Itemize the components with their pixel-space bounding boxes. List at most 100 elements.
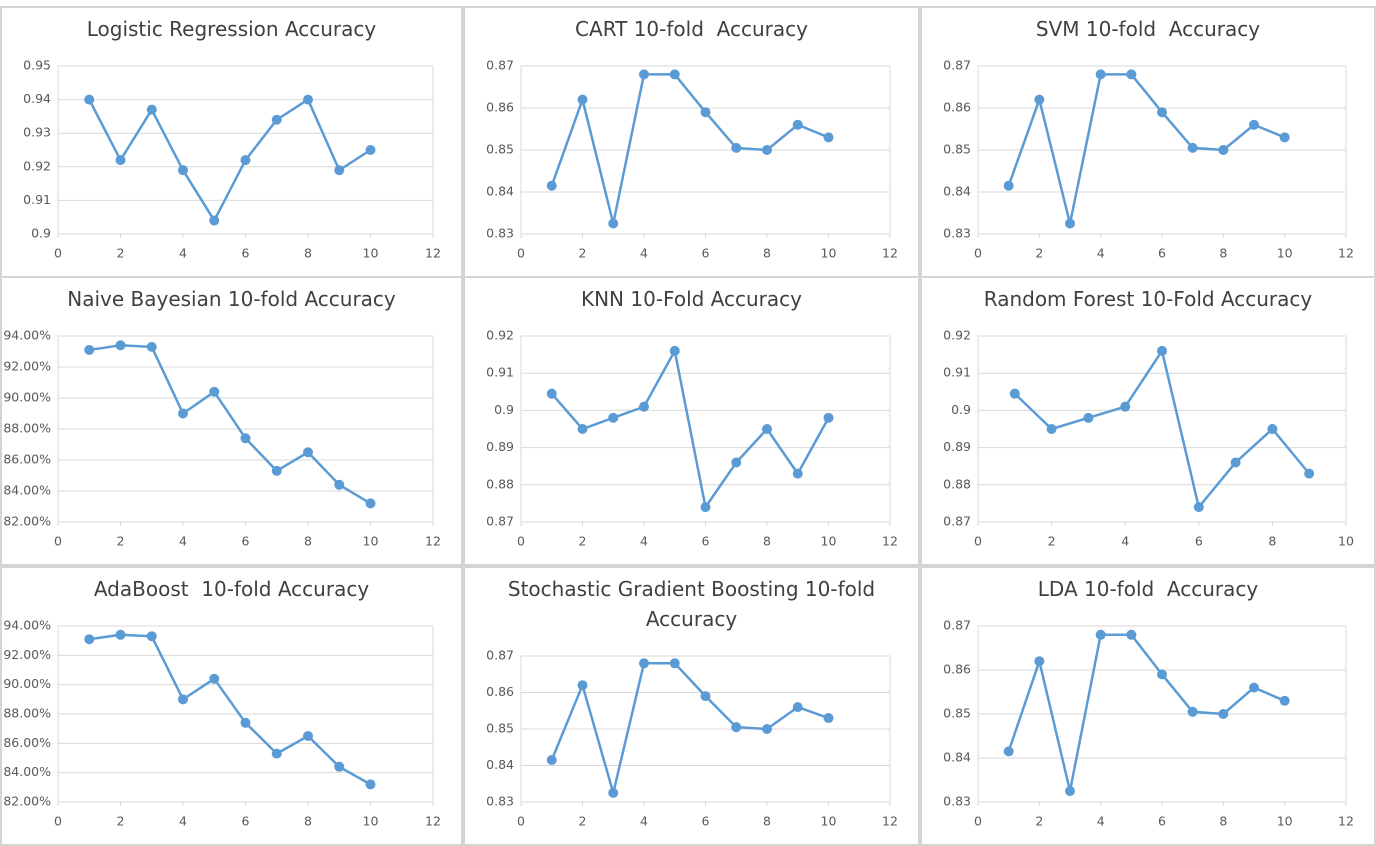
x-tick-label: 12: [425, 534, 441, 549]
y-tick-label: 0.89: [486, 439, 514, 454]
data-point: [669, 345, 680, 356]
x-tick-label: 12: [1338, 814, 1354, 829]
chart-title: SVM 10-fold Accuracy: [1035, 17, 1261, 41]
data-point: [1230, 457, 1241, 468]
chart-panel: AdaBoost 10-fold Accuracy 82.00% 84.00% 86.…: [0, 566, 463, 846]
data-point: [577, 424, 588, 434]
data-point: [1218, 145, 1229, 155]
chart: 0.83 0.84 0.85 0.86 0.87 0 2 4 6 8 10 12: [486, 648, 898, 829]
chart: 0.83 0.84 0.85 0.86 0.87 0 2 4 6 8 10 12: [486, 58, 898, 261]
y-tick-label: 0.91: [943, 365, 971, 380]
x-tick-label: 10: [363, 534, 379, 549]
data-point: [1187, 706, 1198, 717]
y-tick-label: 0.92: [23, 158, 51, 173]
chart: 0.87 0.88 0.89 0.9 0.91 0.92 0 2 4 6 8 10: [943, 328, 1354, 549]
data-point: [1267, 424, 1278, 434]
x-tick-label: 10: [821, 534, 837, 549]
x-tick-label: 12: [1338, 246, 1354, 261]
data-point: [1279, 132, 1290, 143]
y-tick-label: 0.83: [486, 794, 514, 809]
data-point: [209, 386, 220, 397]
data-point: [1193, 502, 1204, 513]
plot-frame: [977, 335, 1347, 523]
x-tick-label: 0: [974, 534, 982, 549]
y-tick-label: 86.00%: [3, 735, 51, 750]
chart-title: Stochastic Gradient Boosting 10-fold Acc…: [507, 577, 888, 631]
data-point: [1279, 695, 1290, 706]
y-tick-label: 0.85: [943, 142, 971, 157]
data-point: [1095, 629, 1106, 640]
y-tick-label: 86.00%: [3, 452, 51, 467]
data-point: [1009, 388, 1020, 399]
chart: 0.83 0.84 0.85 0.86 0.87 0 2 4 6 8 10 12: [943, 58, 1354, 261]
x-tick-label: 6: [1158, 246, 1166, 261]
y-tick-label: 0.85: [486, 721, 514, 736]
x-tick-label: 10: [363, 246, 379, 261]
data-point: [546, 180, 557, 191]
x-tick-label: 0: [974, 814, 982, 829]
data-point: [146, 341, 157, 352]
chart-title: Logistic Regression Accuracy: [86, 17, 377, 41]
data-point: [1046, 424, 1057, 434]
x-tick-label: 4: [1097, 246, 1105, 261]
chart-panel: Naive Bayesian 10-fold Accuracy 82.00% 84.…: [0, 276, 463, 566]
y-tick-label: 0.83: [943, 794, 971, 809]
data-point: [84, 94, 95, 105]
data-point: [792, 119, 803, 130]
x-tick-label: 10: [1338, 534, 1354, 549]
y-tick-label: 0.9: [494, 402, 514, 417]
data-point: [1126, 629, 1137, 640]
data-point: [1304, 468, 1315, 479]
data-point: [762, 424, 772, 434]
chart-title: Random Forest 10-Fold Accuracy: [983, 287, 1313, 311]
x-tick-label: 8: [1268, 534, 1276, 549]
data-point: [577, 94, 588, 105]
y-tick-label: 0.94: [23, 91, 51, 106]
data-point: [762, 724, 772, 734]
x-tick-label: 10: [821, 246, 837, 261]
y-tick-label: 0.88: [486, 476, 514, 491]
data-point: [1157, 669, 1167, 680]
y-tick-label: 88.00%: [3, 706, 51, 721]
data-point: [823, 713, 834, 724]
data-point: [334, 761, 345, 772]
x-tick-label: 2: [117, 814, 125, 829]
chart-title: Naive Bayesian 10-fold Accuracy: [67, 287, 396, 311]
chart: 82.00% 84.00% 86.00% 88.00% 90.00% 92.00% 94.0…: [3, 618, 441, 829]
series-line: [88, 98, 372, 222]
data-point: [1003, 746, 1014, 757]
data-point: [178, 408, 188, 419]
data-point: [178, 165, 188, 176]
series-line: [1013, 349, 1311, 509]
x-tick-label: 8: [304, 246, 312, 261]
data-point: [1034, 656, 1045, 667]
series-line: [89, 344, 372, 505]
x-tick-label: 0: [54, 534, 62, 549]
data-point: [334, 479, 345, 490]
x-tick-label: 10: [1277, 814, 1293, 829]
x-tick-label: 6: [242, 814, 250, 829]
x-tick-label: 6: [242, 534, 250, 549]
chart-panel: CART 10-fold Accuracy 0.83 0.84 0.85 0.86 0.8…: [463, 6, 920, 278]
data-point: [271, 465, 282, 476]
x-tick-label: 2: [579, 814, 587, 829]
x-tick-label: 0: [54, 814, 62, 829]
x-tick-label: 0: [517, 246, 525, 261]
data-point: [334, 165, 345, 176]
data-point: [792, 468, 803, 479]
data-point: [1034, 94, 1045, 105]
x-tick-label: 12: [425, 246, 441, 261]
series-line: [550, 662, 829, 795]
x-tick-label: 2: [1035, 246, 1043, 261]
chart-title: CART 10-fold Accuracy: [575, 17, 808, 41]
y-tick-label: 0.86: [486, 684, 514, 699]
data-point: [303, 731, 313, 741]
data-point: [1218, 709, 1229, 719]
x-tick-label: 6: [702, 814, 710, 829]
y-tick-label: 94.00%: [3, 618, 51, 633]
data-point: [1249, 119, 1259, 130]
data-point: [1187, 142, 1198, 153]
y-tick-label: 82.00%: [3, 514, 51, 529]
y-tick-label: 0.86: [943, 100, 971, 115]
data-point: [1083, 412, 1094, 423]
